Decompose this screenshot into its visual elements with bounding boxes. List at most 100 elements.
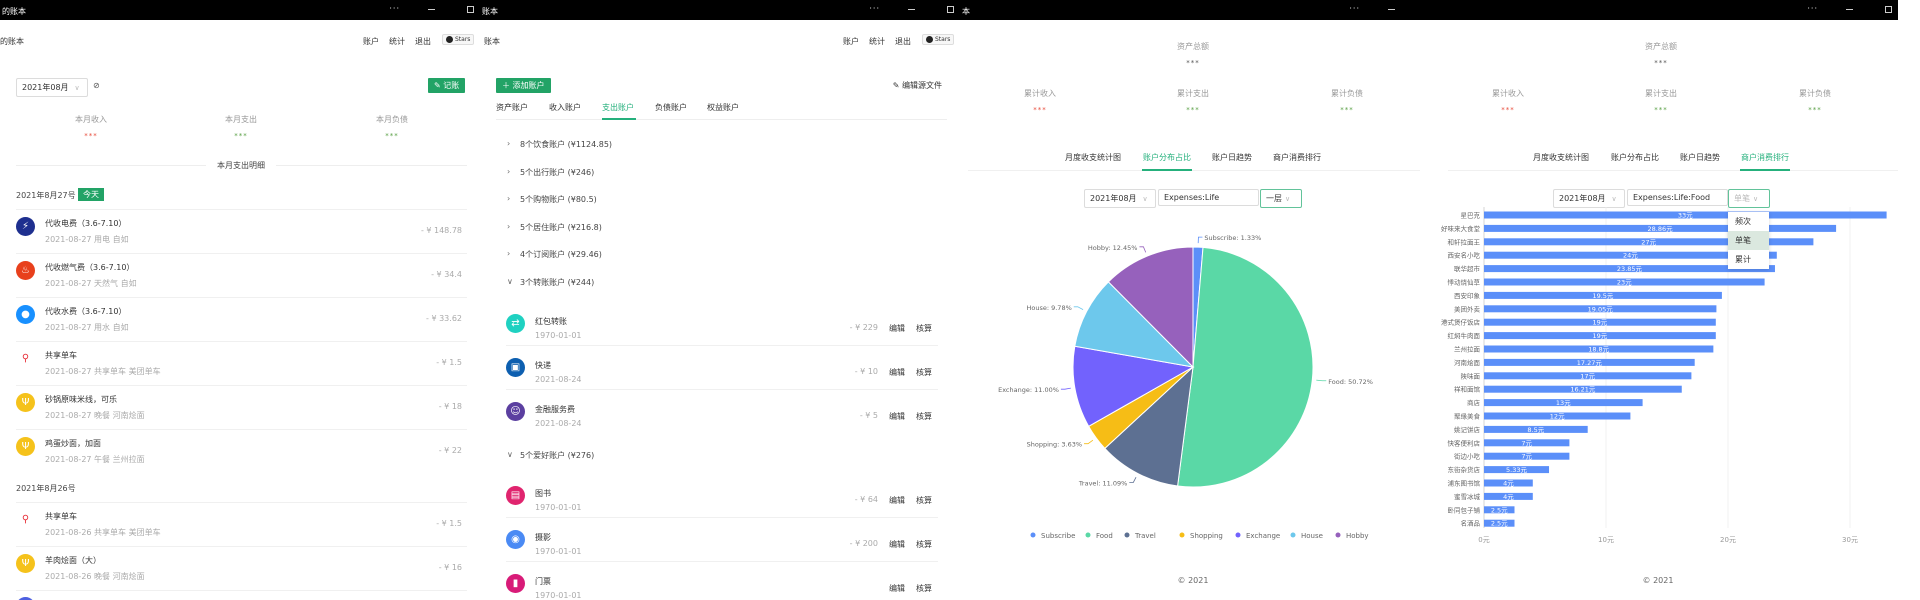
tab-stats[interactable]: 月度收支统计图 [1065,153,1121,162]
more-icon[interactable]: ··· [1807,4,1818,13]
account-name: 金融服务费 [535,405,575,414]
account-select[interactable]: Expenses:Life:Food [1627,189,1728,206]
cumulative-label: 累计收入 [1492,89,1524,98]
nav-accounts[interactable]: 账户 [363,37,379,46]
edit-source-button[interactable]: ✎ 编辑源文件 [893,80,942,91]
dropdown-option[interactable]: 累计 [1735,255,1751,264]
minimize-icon[interactable] [428,9,435,10]
reconcile-link[interactable]: 核算 [916,540,932,549]
github-stars-button[interactable]: Stars [922,34,955,45]
tab-account-type[interactable]: 收入账户 [549,103,581,112]
chevron-down-icon: ∨ [1611,195,1617,203]
account-amount: - ¥ 64 [854,495,878,504]
account-name: 摄影 [535,533,551,542]
tab-stats[interactable]: 账户日趋势 [1212,153,1252,162]
account-group-label: 3个转账账户 (¥244) [520,278,595,287]
transaction-amount: - ¥ 22 [438,446,462,455]
minimize-icon[interactable] [908,9,915,10]
bar-data-label: 16.21元 [1570,386,1596,394]
reconcile-link[interactable]: 核算 [916,412,932,421]
title-bar: 本 ··· [960,0,1440,20]
bar [1484,439,1570,447]
month-select[interactable]: 2021年08月 ∨ [1084,189,1156,208]
reconcile-link[interactable]: 核算 [916,324,932,333]
reconcile-link[interactable]: 核算 [916,496,932,505]
more-icon[interactable]: ··· [869,4,880,13]
github-stars-button[interactable]: Stars [442,34,475,45]
stars-label: Stars [455,36,471,43]
stats-window-pie: 本 ··· 资产总额 *** 累计收入 *** 累计支出 *** 累计负债 *** 月度收支统计图… [960,0,1440,600]
pie-label: Hobby: 12.45% [1088,244,1138,252]
transaction-title: 代收燃气费（3.6-7.10） [45,263,135,272]
more-icon[interactable]: ··· [389,4,400,13]
eye-off-icon[interactable]: ⊘ [93,81,100,90]
pie-slice-hobby [1107,246,1194,369]
mode-select[interactable]: 单笔 ∨ [1728,189,1770,208]
nav-stats[interactable]: 统计 [389,37,405,46]
nav-logout[interactable]: 退出 [895,37,911,46]
y-category-label: 姚记饼店 [1454,425,1481,434]
account-amount: - ¥ 229 [849,323,878,332]
tab-account-type[interactable]: 支出账户 [602,103,634,112]
edit-icon: ✎ [434,81,444,90]
month-select[interactable]: 2021年08月 ∨ [1553,189,1625,208]
tab-stats[interactable]: 商户消费排行 [1273,153,1321,162]
maximize-icon[interactable] [467,6,474,13]
nav-stats[interactable]: 统计 [869,37,885,46]
transaction-amount: - ¥ 1.5 [436,519,462,528]
nav-accounts[interactable]: 账户 [843,37,859,46]
minimize-icon[interactable] [1846,9,1853,10]
transaction-subtitle: 2021-08-27 用电 自如 [45,235,129,244]
bar [1484,358,1695,366]
more-icon[interactable]: ··· [1349,4,1360,13]
y-category-label: 聚缘美食 [1454,412,1481,421]
tab-account-type[interactable]: 负债账户 [655,103,687,112]
pie-label: House: 9.78% [1026,304,1071,312]
legend-marker [1179,532,1185,538]
reconcile-link[interactable]: 核算 [916,584,932,593]
edit-link[interactable]: 编辑 [889,496,905,505]
edit-link[interactable]: 编辑 [889,368,905,377]
summary-value: *** [385,132,399,140]
bar-data-label: 8.5元 [1527,426,1544,434]
edit-link[interactable]: 编辑 [889,412,905,421]
tab-stats[interactable]: 账户日趋势 [1680,153,1720,162]
account-date: 1970-01-01 [535,331,582,340]
github-icon [926,36,933,43]
reconcile-link[interactable]: 核算 [916,368,932,377]
record-label: 记账 [443,81,460,90]
bar [1484,345,1714,353]
y-category-label: 联华超市 [1454,264,1481,273]
pie-label: Exchange: 11.00% [998,386,1059,394]
tab-account-type[interactable]: 权益账户 [707,103,739,112]
chevron-down-icon: ∨ [1753,195,1759,203]
edit-link[interactable]: 编辑 [889,324,905,333]
y-category-label: 蜜雪冰城 [1454,492,1481,501]
dropdown-option[interactable]: 频次 [1735,217,1751,226]
tab-stats[interactable]: 商户消费排行 [1741,153,1789,162]
nav-logout[interactable]: 退出 [415,37,431,46]
ticket-icon: ▮ [506,574,525,593]
x-tick-label: 10元 [1598,536,1614,544]
tab-stats[interactable]: 月度收支统计图 [1533,153,1589,162]
maximize-icon[interactable] [947,6,954,13]
level-select[interactable]: 一层 ∨ [1260,189,1302,208]
account-value: Expenses:Life:Food [1633,193,1711,202]
tab-stats[interactable]: 账户分布占比 [1611,153,1659,162]
maximize-icon[interactable] [1885,6,1892,13]
tab-stats[interactable]: 账户分布占比 [1143,153,1191,162]
level-value: 一层 [1266,194,1282,203]
x-tick-label: 0元 [1478,536,1489,544]
edit-link[interactable]: 编辑 [889,584,905,593]
cumulative-value: *** [1033,106,1047,114]
month-picker[interactable]: 2021年08月 ∨ [16,78,88,97]
dropdown-option[interactable]: 单笔 [1728,231,1769,250]
edit-link[interactable]: 编辑 [889,540,905,549]
add-account-button[interactable]: ＋ 添加账户 [496,78,551,93]
account-select[interactable]: Expenses:Life [1158,189,1259,206]
minimize-icon[interactable] [1388,9,1395,10]
tab-account-type[interactable]: 资产账户 [496,103,528,112]
bar [1484,265,1775,273]
record-button[interactable]: ✎ 记账 [428,78,466,93]
